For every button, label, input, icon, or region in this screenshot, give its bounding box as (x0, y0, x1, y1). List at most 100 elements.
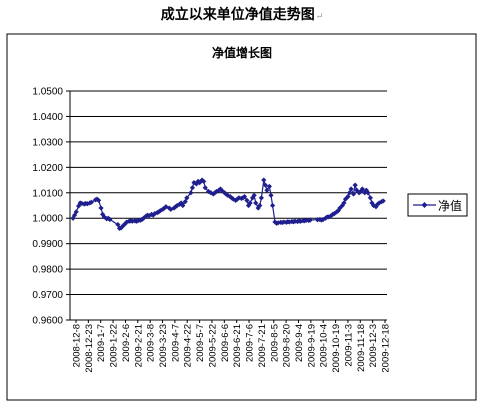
data-point (241, 193, 248, 200)
x-tick-label: 2009-12-18 (381, 324, 392, 373)
x-tick-label: 2009-1-22 (109, 324, 120, 367)
x-tick-label: 2009-11-18 (356, 324, 367, 372)
data-point (348, 186, 354, 192)
x-tick-label: 2009-8-5 (269, 324, 280, 362)
y-tick-label: 1.0000 (32, 214, 63, 225)
data-point (335, 207, 341, 214)
chart-area-frame (6, 33, 477, 401)
x-tick-label: 2009-11-3 (343, 324, 354, 367)
data-point (188, 190, 194, 196)
page-title: 成立以来单位净值走势图↵ (0, 4, 484, 24)
data-point (286, 219, 293, 225)
x-tick-label: 2009-8-20 (282, 324, 293, 367)
x-tick-label: 2009-4-7 (170, 324, 181, 362)
data-point (380, 198, 386, 204)
data-point (345, 193, 351, 200)
data-point (346, 190, 353, 196)
data-point (251, 192, 257, 198)
data-point (244, 197, 250, 204)
data-point (70, 215, 76, 221)
data-point (298, 218, 304, 224)
data-point (269, 202, 276, 209)
data-point (266, 183, 272, 190)
y-tick-label: 1.0200 (32, 163, 63, 174)
data-point (352, 182, 358, 188)
data-point (189, 185, 196, 191)
data-point (257, 202, 263, 209)
data-point (96, 197, 102, 204)
series-layer (70, 177, 386, 231)
data-point (253, 200, 259, 206)
y-tick-label: 1.0400 (32, 112, 63, 123)
data-point (182, 199, 188, 205)
data-point (275, 220, 281, 226)
x-tick-label: 2009-7-6 (245, 324, 256, 362)
data-point (373, 204, 379, 210)
legend-label: 净值 (438, 198, 462, 213)
data-point (292, 218, 298, 224)
y-tick-label: 1.0300 (32, 137, 63, 148)
data-point (202, 185, 208, 191)
x-tick-label: 2009-3-23 (158, 324, 169, 367)
x-tick-label: 2009-2-21 (133, 324, 144, 367)
data-point (184, 195, 190, 201)
x-tick-label: 2009-4-22 (183, 324, 194, 367)
data-point (107, 216, 113, 223)
data-point (247, 200, 253, 206)
data-point (356, 190, 362, 196)
data-point (261, 177, 267, 183)
x-tick-label: 2009-9-19 (306, 324, 317, 367)
legend-box (407, 193, 468, 217)
x-tick-label: 2009-5-7 (195, 324, 206, 362)
data-point (367, 195, 373, 201)
data-point (201, 178, 207, 184)
x-tick-label: 2008-12-23 (84, 324, 95, 373)
data-point (258, 195, 264, 201)
x-tick-label: 2009-6-21 (232, 324, 243, 367)
data-point (365, 190, 371, 196)
x-tick-label: 2009-5-22 (207, 324, 218, 367)
data-point (363, 187, 369, 193)
y-tick-label: 0.9900 (32, 239, 63, 250)
return-mark: ↵ (315, 12, 324, 22)
data-point (328, 213, 334, 219)
data-point (358, 188, 364, 195)
chart-title: 净值增长图 (212, 45, 272, 60)
x-tick-label: 2009-9-4 (294, 324, 305, 362)
data-point (341, 200, 347, 206)
y-tick-label: 1.0500 (32, 87, 63, 98)
y-tick-label: 0.9700 (32, 290, 63, 301)
data-point (314, 217, 321, 223)
data-point (337, 205, 343, 211)
data-point (76, 203, 82, 209)
x-tick-label: 2008-12-8 (72, 324, 83, 367)
legend: 净值 (407, 193, 468, 217)
grid-layer (70, 90, 387, 296)
legend-marker (421, 202, 428, 208)
page-title-text: 成立以来单位净值走势图 (160, 7, 315, 23)
x-tick-label: 2009-3-8 (146, 324, 157, 362)
data-point (307, 217, 313, 223)
data-point (264, 187, 270, 193)
data-point (268, 192, 274, 198)
x-tick-label: 2009-12-3 (368, 324, 379, 367)
data-point (180, 202, 186, 209)
x-tick-label: 2009-6-6 (220, 324, 231, 362)
data-point (73, 209, 79, 215)
y-tick-label: 1.0100 (32, 188, 63, 199)
data-point (115, 221, 121, 228)
x-tick-label: 2009-1-7 (96, 324, 107, 362)
y-tick-label: 0.9800 (32, 265, 63, 276)
data-point (374, 201, 381, 207)
data-point (359, 186, 365, 192)
x-tick-label: 2009-10-19 (331, 324, 342, 373)
data-point (98, 205, 104, 211)
data-point (350, 191, 357, 197)
axis-layer: 0.9600 0.9700 0.9800 0.9900 1.0000 1.0100 1.02… (32, 87, 391, 373)
y-tick-label: 0.9600 (32, 316, 63, 327)
data-point (262, 182, 268, 188)
x-tick-label: 2009-2-6 (121, 324, 132, 362)
x-tick-label: 2009-10-4 (319, 324, 330, 367)
data-point (334, 209, 340, 215)
